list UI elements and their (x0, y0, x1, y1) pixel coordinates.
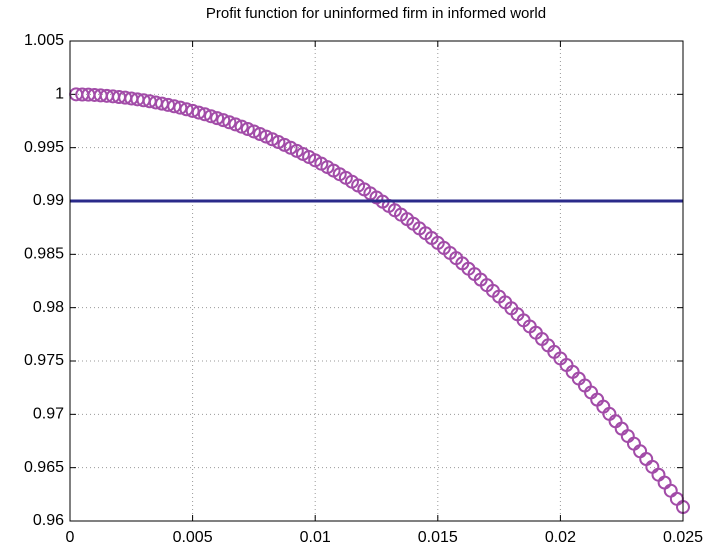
data-point (246, 124, 261, 139)
y-tick-label: 1 (55, 86, 64, 103)
x-tick-label: 0.01 (300, 529, 331, 546)
chart-title: Profit function for uninformed firm in i… (206, 5, 546, 22)
y-tick-label: 0.98 (33, 299, 64, 316)
data-point (173, 100, 188, 115)
x-tick-label: 0 (66, 529, 75, 546)
data-point (191, 105, 206, 120)
data-point (222, 115, 237, 130)
y-tick-label: 0.99 (33, 192, 64, 209)
data-point (240, 122, 255, 136)
plot-frame (69, 40, 684, 522)
x-tick-label: 0.015 (418, 529, 458, 546)
data-point (253, 127, 268, 142)
y-tick-label: 0.96 (33, 512, 64, 529)
plot-area (70, 41, 683, 521)
x-tick-label: 0.005 (173, 529, 213, 546)
data-point (185, 103, 200, 118)
data-point (179, 102, 194, 117)
data-point (216, 113, 231, 128)
data-point (197, 107, 212, 122)
y-tick-label: 1.005 (24, 32, 64, 49)
data-point (210, 111, 225, 126)
x-tick-label: 0.025 (663, 529, 703, 546)
data-point (234, 119, 249, 134)
x-tick-label: 0.02 (545, 529, 576, 546)
y-tick-label: 0.975 (24, 352, 64, 369)
y-tick-label: 0.995 (24, 139, 64, 156)
y-tick-label: 0.965 (24, 459, 64, 476)
data-point (203, 109, 218, 124)
y-tick-label: 0.97 (33, 406, 64, 423)
data-point (228, 117, 243, 132)
y-tick-label: 0.985 (24, 246, 64, 263)
